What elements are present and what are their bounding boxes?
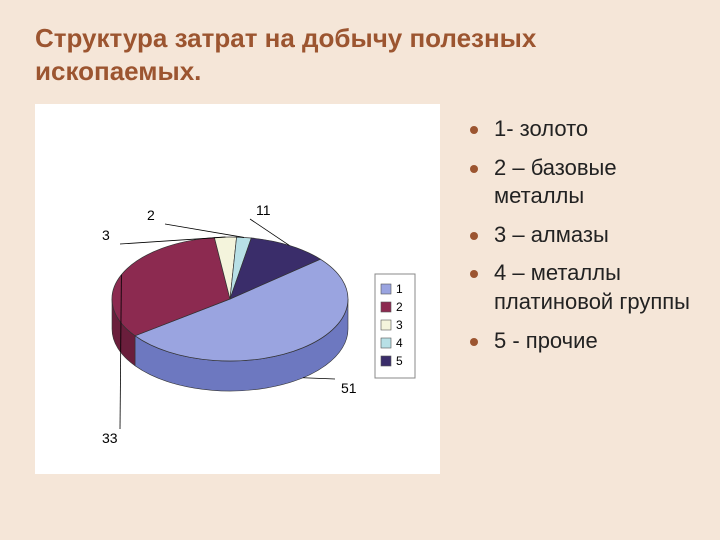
title: Структура затрат на добычу полезных иско… <box>35 22 555 87</box>
svg-text:1: 1 <box>396 282 403 296</box>
bullet-label: 3 – алмазы <box>494 222 609 247</box>
svg-text:3: 3 <box>102 227 110 243</box>
svg-text:51: 51 <box>341 380 357 396</box>
pie-chart-svg: 5133321112345 <box>35 104 440 474</box>
bullet-dot-icon <box>470 232 478 240</box>
legend-bullets: 1- золото 2 – базовые металлы 3 – алмазы… <box>470 115 695 365</box>
svg-text:33: 33 <box>102 430 118 446</box>
svg-text:2: 2 <box>396 300 403 314</box>
bullet-dot-icon <box>470 338 478 346</box>
bullet-dot-icon <box>470 126 478 134</box>
bullet-label: 2 – базовые металлы <box>494 155 617 209</box>
bullet-item: 4 – металлы платиновой группы <box>470 259 695 316</box>
bullet-label: 5 - прочие <box>494 328 598 353</box>
slide: Структура затрат на добычу полезных иско… <box>0 0 720 540</box>
bullet-dot-icon <box>470 270 478 278</box>
svg-text:3: 3 <box>396 318 403 332</box>
svg-text:11: 11 <box>256 202 271 218</box>
bullet-dot-icon <box>470 165 478 173</box>
pie-chart: 5133321112345 <box>35 104 440 474</box>
svg-text:2: 2 <box>147 207 155 223</box>
svg-text:5: 5 <box>396 354 403 368</box>
svg-text:4: 4 <box>396 336 403 350</box>
bullet-label: 4 – металлы платиновой группы <box>494 260 690 314</box>
bullet-item: 2 – базовые металлы <box>470 154 695 211</box>
bullet-item: 5 - прочие <box>470 327 695 356</box>
bullet-item: 1- золото <box>470 115 695 144</box>
bullet-item: 3 – алмазы <box>470 221 695 250</box>
bullet-label: 1- золото <box>494 116 588 141</box>
